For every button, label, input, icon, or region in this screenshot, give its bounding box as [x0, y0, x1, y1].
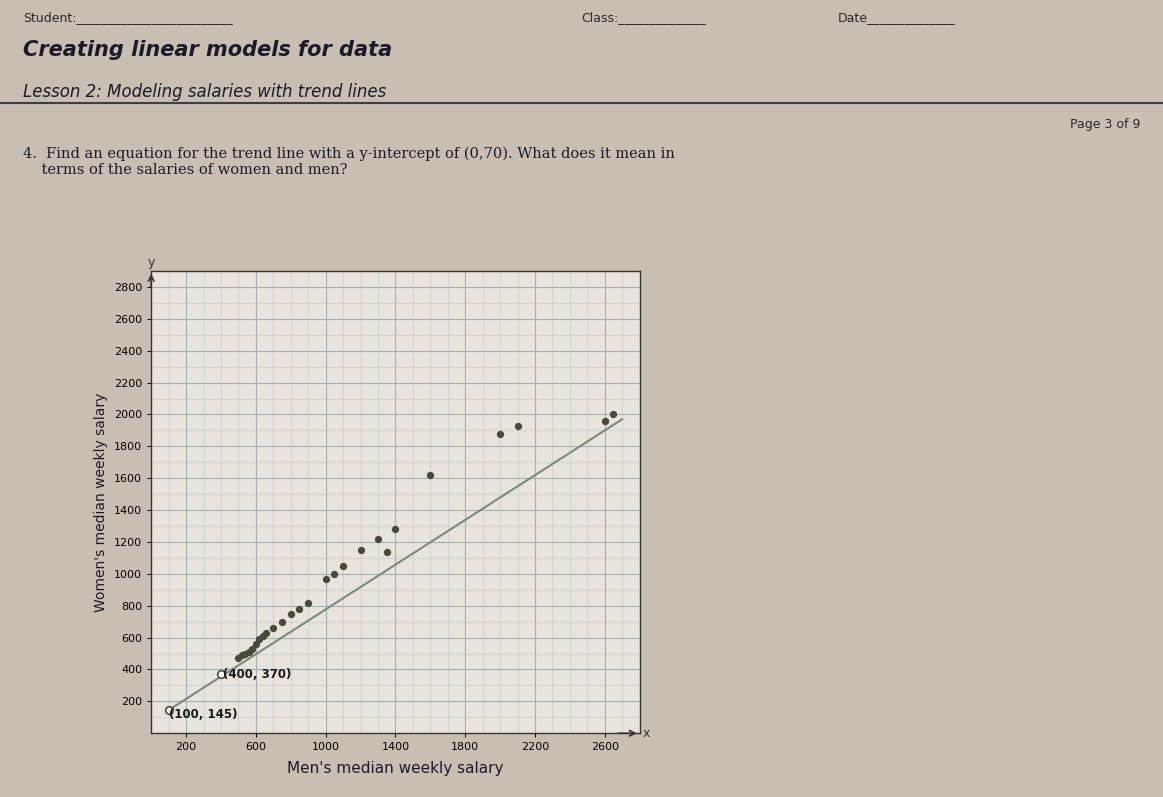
Text: Date______________: Date______________: [837, 11, 955, 25]
Point: [491, 427, 509, 440]
X-axis label: Men's median weekly salary: Men's median weekly salary: [287, 760, 504, 775]
Text: Lesson 2: Modeling salaries with trend lines: Lesson 2: Modeling salaries with trend l…: [23, 83, 386, 101]
Text: Student:_________________________: Student:_________________________: [23, 11, 233, 25]
Point: [212, 668, 230, 681]
Point: [299, 596, 317, 609]
Point: [605, 408, 623, 421]
Text: y: y: [148, 257, 155, 269]
Point: [159, 704, 178, 717]
Y-axis label: Women's median weekly salary: Women's median weekly salary: [94, 392, 108, 612]
Point: [377, 545, 395, 558]
Point: [254, 630, 272, 642]
Text: Class:______________: Class:______________: [582, 11, 706, 25]
Point: [250, 633, 269, 646]
Point: [421, 469, 440, 481]
Text: (100, 145): (100, 145): [169, 708, 237, 721]
Point: [229, 652, 248, 665]
Point: [243, 642, 262, 655]
Point: [257, 626, 276, 639]
Point: [264, 622, 283, 634]
Point: [247, 638, 265, 650]
Text: Creating linear models for data: Creating linear models for data: [23, 40, 392, 60]
Point: [240, 646, 258, 658]
Point: [508, 419, 527, 432]
Point: [281, 607, 300, 620]
Point: [272, 615, 291, 628]
Text: 4.  Find an equation for the trend line with a y-intercept of (0,70). What does : 4. Find an equation for the trend line w…: [23, 147, 676, 177]
Point: [334, 559, 352, 572]
Point: [326, 567, 344, 580]
Text: x: x: [643, 727, 650, 740]
Point: [351, 544, 370, 556]
Point: [386, 523, 405, 536]
Point: [291, 603, 309, 615]
Point: [316, 572, 335, 585]
Point: [595, 414, 614, 427]
Point: [233, 649, 251, 662]
Point: [236, 647, 255, 660]
Text: (400, 370): (400, 370): [223, 668, 291, 681]
Point: [369, 532, 387, 545]
Point: [212, 668, 230, 681]
Text: Page 3 of 9: Page 3 of 9: [1070, 118, 1141, 131]
